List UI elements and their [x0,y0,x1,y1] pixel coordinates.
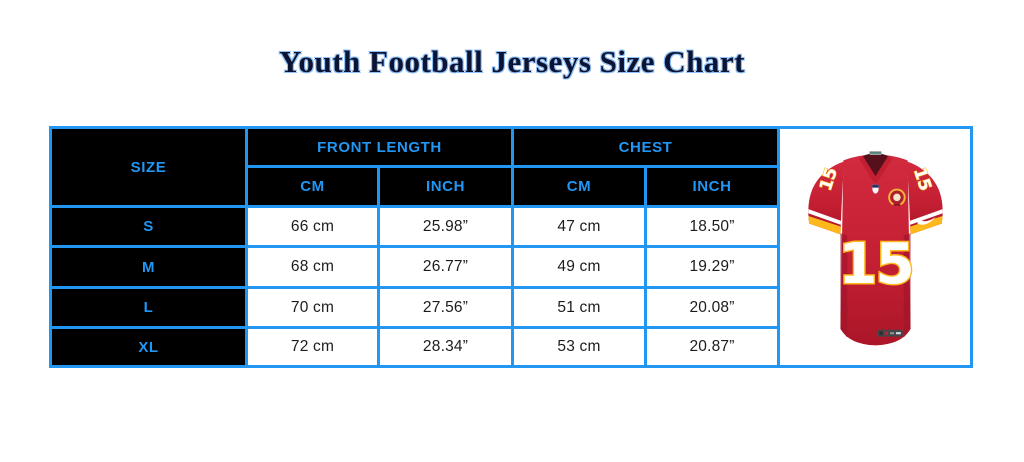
table-row-m: M 68 cm 26.77” 49 cm 19.29” [49,245,972,289]
size-chart-table: SIZE FRONT LENGTH CHEST [49,126,974,368]
chest-cm-value: 49 cm [511,245,648,289]
size-label: XL [49,326,248,368]
jersey-collar [858,151,892,184]
col-header-chest: CHEST [511,126,781,168]
red-football-jersey-illustration: 15 15 15 [807,151,943,346]
size-label: S [49,205,248,248]
table-row-xl: XL 72 cm 28.34” 53 cm 20.87” [49,326,972,368]
front-length-cm-value: 70 cm [245,286,380,329]
front-length-cm-value: 66 cm [245,205,380,248]
front-length-inch-value: 28.34” [376,326,515,368]
header-row-units: CM INCH CM INCH [51,165,972,208]
chest-inch-value: 20.08” [644,286,781,329]
front-length-inch-value: 26.77” [376,245,515,289]
jersey-product-image: 15 15 15 [777,126,974,368]
chest-inch-value: 20.87” [644,326,781,368]
chest-inch-value: 19.29” [644,245,781,289]
col-header-front-cm: CM [245,165,380,208]
col-header-chest-cm: CM [511,165,648,208]
jersey-jock-tag [876,329,903,337]
table-row-l: L 70 cm 27.56” 51 cm 20.08” [49,286,972,329]
front-length-inch-value: 27.56” [376,286,515,329]
col-header-front-length: FRONT LENGTH [244,126,515,168]
table-row-s: S 66 cm 25.98” 47 cm 18.50” [49,205,972,248]
team-patch-icon [887,188,906,207]
chest-cm-value: 51 cm [511,286,648,329]
col-header-front-inch: INCH [376,165,515,208]
header-row-groups: SIZE FRONT LENGTH CHEST [49,126,974,368]
size-label: L [49,286,248,329]
chest-cm-value: 53 cm [511,326,648,368]
front-length-cm-value: 72 cm [245,326,380,368]
chest-inch-value: 18.50” [644,205,781,248]
col-header-chest-inch: INCH [644,165,781,208]
front-length-inch-value: 25.98” [376,205,515,248]
jersey-chest-number: 15 [838,232,913,297]
front-length-cm-value: 68 cm [245,245,380,289]
nfl-shield-icon [871,184,879,194]
swoosh-icon [916,216,936,225]
col-header-size: SIZE [49,126,248,208]
chest-cm-value: 47 cm [511,205,648,248]
page-title: Youth Football Jerseys Size Chart [279,44,745,79]
size-label: M [49,245,248,289]
